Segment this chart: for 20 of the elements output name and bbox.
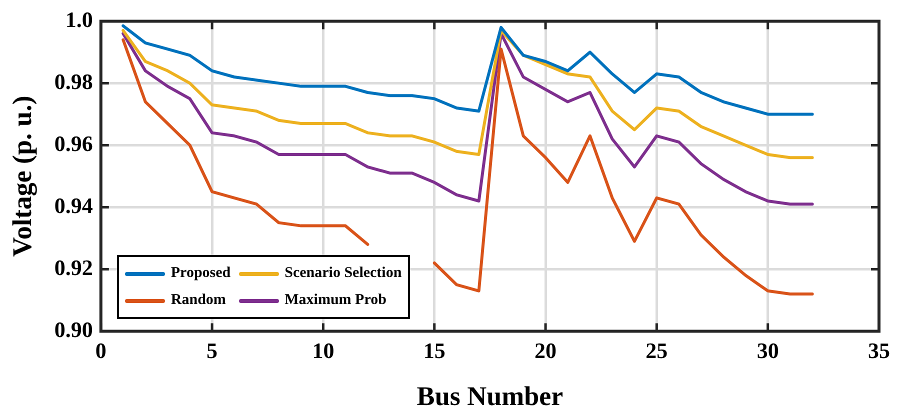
- x-tick-label: 35: [868, 338, 890, 364]
- legend-label: Scenario Selection: [284, 265, 402, 282]
- x-axis-title: Bus Number: [416, 380, 564, 411]
- x-tick-label: 10: [312, 338, 334, 364]
- x-tick-label: 20: [534, 338, 557, 364]
- y-axis-title: Voltage (p. u.): [7, 96, 38, 257]
- y-tick-label: 0.96: [54, 130, 93, 156]
- legend-label: Proposed: [170, 265, 231, 282]
- x-tick-label: 5: [206, 338, 218, 364]
- legend-label: Maximum Prob: [284, 292, 386, 310]
- y-tick-label: 0.90: [54, 316, 93, 342]
- x-tick-label: 30: [756, 338, 779, 364]
- x-tick-label: 25: [646, 338, 668, 364]
- y-tick-label: 0.98: [54, 68, 93, 94]
- legend-label: Random: [170, 292, 226, 310]
- y-tick-label: 1.0: [65, 6, 93, 32]
- x-tick-label: 0: [95, 338, 106, 364]
- y-tick-label: 0.94: [54, 192, 93, 218]
- x-tick-label: 15: [423, 338, 446, 364]
- y-tick-label: 0.92: [54, 254, 93, 280]
